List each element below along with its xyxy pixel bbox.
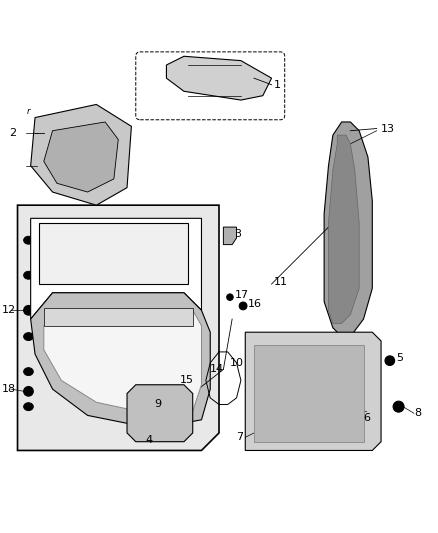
Ellipse shape <box>393 401 404 412</box>
Ellipse shape <box>149 246 158 252</box>
Ellipse shape <box>250 429 258 437</box>
Ellipse shape <box>61 246 70 252</box>
Polygon shape <box>44 308 193 326</box>
Ellipse shape <box>24 236 33 244</box>
Polygon shape <box>31 104 131 205</box>
Text: 9: 9 <box>154 399 161 409</box>
Ellipse shape <box>355 346 363 354</box>
Text: 17: 17 <box>234 290 248 300</box>
Polygon shape <box>18 205 219 450</box>
Ellipse shape <box>24 333 33 341</box>
Text: 12: 12 <box>2 305 16 316</box>
Text: 11: 11 <box>274 277 288 287</box>
Ellipse shape <box>259 381 267 389</box>
Text: 2: 2 <box>9 128 16 138</box>
Ellipse shape <box>182 252 199 263</box>
Text: 4: 4 <box>145 435 152 445</box>
Polygon shape <box>31 219 201 319</box>
Ellipse shape <box>227 294 233 301</box>
Text: 8: 8 <box>414 408 421 418</box>
Text: 1: 1 <box>274 80 281 90</box>
Text: 10: 10 <box>230 358 244 368</box>
Ellipse shape <box>24 305 33 315</box>
Circle shape <box>26 308 31 312</box>
Text: r: r <box>26 107 30 116</box>
Polygon shape <box>44 310 201 415</box>
Ellipse shape <box>61 272 70 279</box>
Circle shape <box>46 123 50 126</box>
Polygon shape <box>166 56 272 100</box>
Polygon shape <box>223 227 237 245</box>
Circle shape <box>26 389 31 393</box>
Text: 5: 5 <box>396 353 403 364</box>
Text: 16: 16 <box>247 298 261 309</box>
Ellipse shape <box>105 246 114 252</box>
Polygon shape <box>245 332 381 450</box>
Polygon shape <box>44 122 118 192</box>
Ellipse shape <box>239 302 247 310</box>
Text: 7: 7 <box>237 432 244 442</box>
Ellipse shape <box>324 385 368 437</box>
Ellipse shape <box>24 403 33 410</box>
Text: 14: 14 <box>210 365 224 374</box>
Polygon shape <box>127 385 193 442</box>
Circle shape <box>388 359 392 363</box>
Ellipse shape <box>24 271 33 279</box>
Ellipse shape <box>331 392 361 430</box>
Ellipse shape <box>385 356 395 366</box>
Polygon shape <box>324 122 372 336</box>
Text: 6: 6 <box>364 413 371 423</box>
Polygon shape <box>254 345 364 442</box>
Ellipse shape <box>105 272 114 279</box>
Text: 3: 3 <box>234 229 241 239</box>
Text: 13: 13 <box>381 124 395 134</box>
Ellipse shape <box>24 386 33 396</box>
Ellipse shape <box>338 402 354 420</box>
Circle shape <box>396 404 401 409</box>
Ellipse shape <box>149 272 158 279</box>
Circle shape <box>42 171 46 174</box>
Ellipse shape <box>171 377 180 384</box>
Polygon shape <box>39 223 188 284</box>
Ellipse shape <box>250 348 258 356</box>
Text: 15: 15 <box>180 375 194 385</box>
Polygon shape <box>328 135 359 324</box>
Polygon shape <box>31 293 210 429</box>
Ellipse shape <box>24 368 33 376</box>
Text: 18: 18 <box>2 384 16 394</box>
Ellipse shape <box>196 365 207 374</box>
